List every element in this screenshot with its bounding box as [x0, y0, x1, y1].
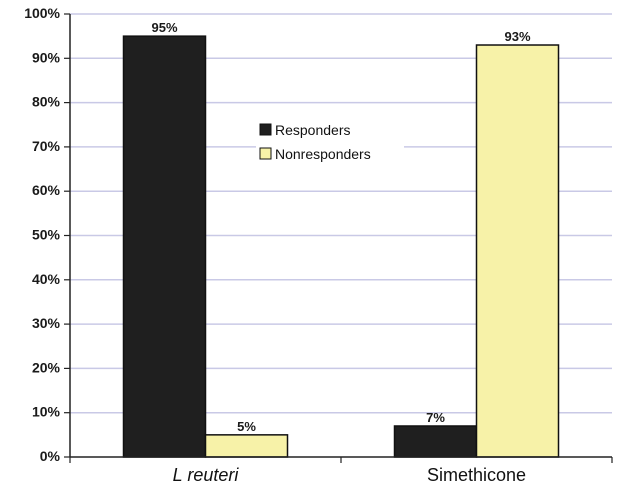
y-tick-label: 70% [32, 138, 61, 154]
legend-label-responders: Responders [275, 122, 351, 138]
data-labels: 95% 5% 7% 93% [151, 20, 530, 434]
y-tick-label: 40% [32, 271, 61, 287]
data-label: 5% [237, 419, 256, 434]
legend: Responders Nonresponders [256, 114, 404, 172]
data-label: 93% [504, 29, 530, 44]
y-axis-ticks: 0% 10% 20% 30% 40% 50% 60% 70% 80% 90% 100% [24, 5, 70, 464]
x-category-label: L reuteri [173, 465, 240, 485]
legend-swatch-responders [259, 123, 272, 136]
bar-nonresponders-1 [475, 44, 560, 458]
bar-responders-1 [393, 425, 478, 458]
y-tick-label: 80% [32, 94, 61, 110]
axes [69, 14, 613, 463]
data-label: 7% [426, 410, 445, 425]
y-tick-label: 60% [32, 182, 61, 198]
legend-swatch-nonresponders [259, 147, 272, 160]
legend-label-nonresponders: Nonresponders [275, 146, 371, 162]
bars [122, 35, 560, 458]
legend-box [256, 114, 404, 172]
x-axis-categories: L reuteri Simethicone [173, 465, 526, 485]
y-tick-label: 90% [32, 49, 61, 65]
x-category-label: Simethicone [427, 465, 526, 485]
y-tick-label: 50% [32, 227, 61, 243]
data-label: 95% [151, 20, 177, 35]
y-tick-label: 10% [32, 404, 61, 420]
y-tick-label: 30% [32, 315, 61, 331]
y-tick-label: 100% [24, 5, 60, 21]
y-tick-label: 20% [32, 359, 61, 375]
y-tick-label: 0% [40, 448, 61, 464]
bar-responders-0 [122, 35, 207, 458]
bar-nonresponders-0 [204, 434, 289, 458]
